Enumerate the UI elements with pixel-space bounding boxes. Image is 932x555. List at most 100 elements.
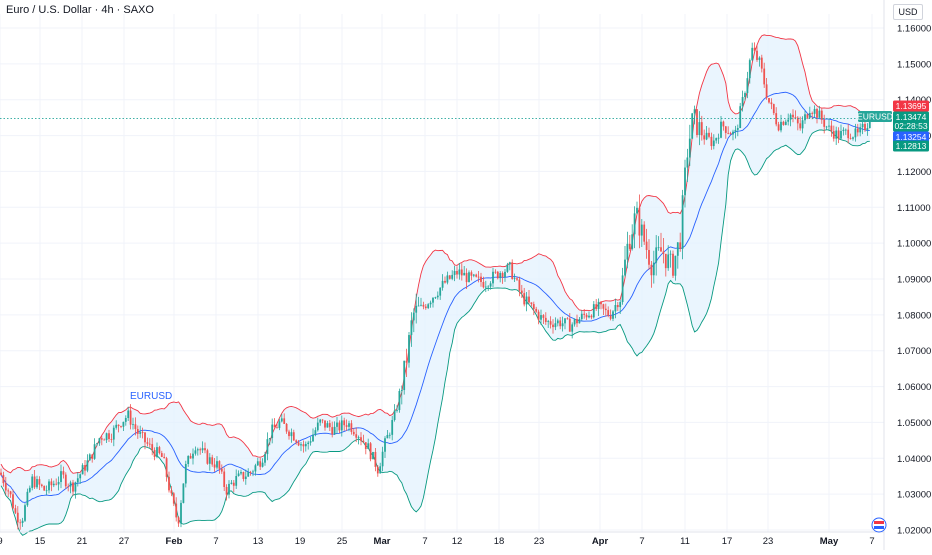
candle-up — [859, 127, 862, 133]
candle-down — [477, 276, 480, 278]
candle-up — [427, 304, 430, 309]
candle-down — [170, 490, 173, 494]
candle-down — [703, 135, 706, 140]
candle-down — [609, 315, 612, 319]
candle-down — [151, 444, 154, 451]
y-tick-label: 1.12000 — [897, 167, 931, 178]
candle-up — [74, 482, 77, 492]
candle-down — [40, 484, 43, 486]
candle-up — [417, 305, 420, 307]
candle-down — [120, 426, 122, 427]
price-label-text: 1.13695 — [896, 101, 927, 111]
candle-up — [348, 423, 350, 427]
candle-up — [674, 255, 677, 276]
candle-up — [657, 247, 660, 249]
candle-up — [573, 319, 576, 325]
y-tick-label: 1.02000 — [897, 526, 931, 537]
candle-down — [444, 280, 446, 283]
candle-down — [160, 453, 163, 457]
candle-up — [621, 275, 624, 303]
candle-up — [513, 278, 516, 280]
candle-up — [631, 234, 634, 249]
candle-down — [144, 432, 146, 443]
candle-down — [19, 522, 22, 524]
candle-up — [88, 454, 91, 461]
candle-down — [110, 439, 113, 440]
candle-down — [288, 431, 290, 437]
candle-up — [866, 128, 869, 131]
candle-up — [844, 129, 847, 131]
candle-down — [470, 272, 473, 276]
candle-down — [511, 262, 514, 279]
candle-down — [535, 308, 538, 312]
candle-down — [91, 454, 94, 459]
candle-up — [184, 463, 187, 484]
candle-up — [676, 242, 679, 256]
flag-icon — [871, 517, 887, 533]
candle-down — [369, 443, 372, 460]
currency-selector[interactable]: USD — [893, 4, 923, 20]
candle-up — [736, 128, 739, 130]
candle-up — [26, 491, 29, 506]
candle-up — [712, 140, 715, 147]
candle-up — [194, 450, 197, 454]
candle-down — [292, 432, 295, 441]
candle-up — [612, 311, 614, 319]
flag-icon-stripe-bottom — [874, 526, 884, 529]
candle-up — [333, 426, 336, 435]
candle-down — [211, 457, 214, 465]
candle-up — [667, 254, 670, 269]
candle-down — [67, 486, 70, 488]
price-label-box — [893, 111, 929, 123]
candle-up — [79, 474, 82, 479]
x-tick-label: 7 — [639, 536, 644, 547]
candle-up — [400, 390, 403, 391]
candle-down — [206, 450, 209, 464]
candle-down — [43, 485, 46, 491]
candle-up — [705, 132, 708, 140]
candle-up — [357, 437, 360, 439]
x-tick-label: May — [820, 536, 839, 547]
candle-up — [105, 433, 108, 441]
candle-up — [256, 461, 259, 466]
candle-up — [228, 483, 230, 495]
candle-up — [441, 280, 444, 288]
candle-down — [799, 123, 802, 129]
y-tick-label: 1.11000 — [897, 203, 931, 214]
candle-down — [84, 465, 86, 471]
candle-up — [208, 457, 211, 464]
candle-down — [38, 479, 41, 485]
candle-up — [852, 137, 854, 139]
candle-up — [384, 438, 386, 452]
candle-up — [652, 262, 655, 276]
x-tick-label: 13 — [253, 536, 264, 547]
candle-down — [616, 305, 619, 308]
flag-icon-circle — [871, 517, 887, 533]
candle-down — [568, 318, 571, 332]
candle-up — [93, 444, 96, 459]
candle-down — [650, 264, 653, 276]
candle-up — [499, 273, 502, 279]
candle-down — [232, 482, 235, 486]
x-tick-label: Feb — [166, 536, 183, 547]
candle-up — [420, 304, 422, 306]
candle-up — [472, 274, 475, 276]
candle-down — [0, 472, 2, 475]
candle-up — [21, 520, 24, 523]
candle-down — [566, 318, 569, 320]
x-tick-label: 18 — [494, 536, 505, 547]
candle-up — [633, 213, 636, 235]
candle-down — [794, 117, 797, 119]
candle-down — [585, 314, 588, 318]
candle-up — [804, 114, 806, 121]
candle-up — [451, 274, 454, 279]
candle-up — [429, 302, 432, 305]
candle-down — [607, 310, 610, 316]
candle-down — [832, 131, 835, 139]
candle-down — [64, 474, 67, 487]
candle-up — [415, 305, 418, 313]
candle-down — [763, 68, 766, 85]
candle-down — [134, 424, 137, 430]
